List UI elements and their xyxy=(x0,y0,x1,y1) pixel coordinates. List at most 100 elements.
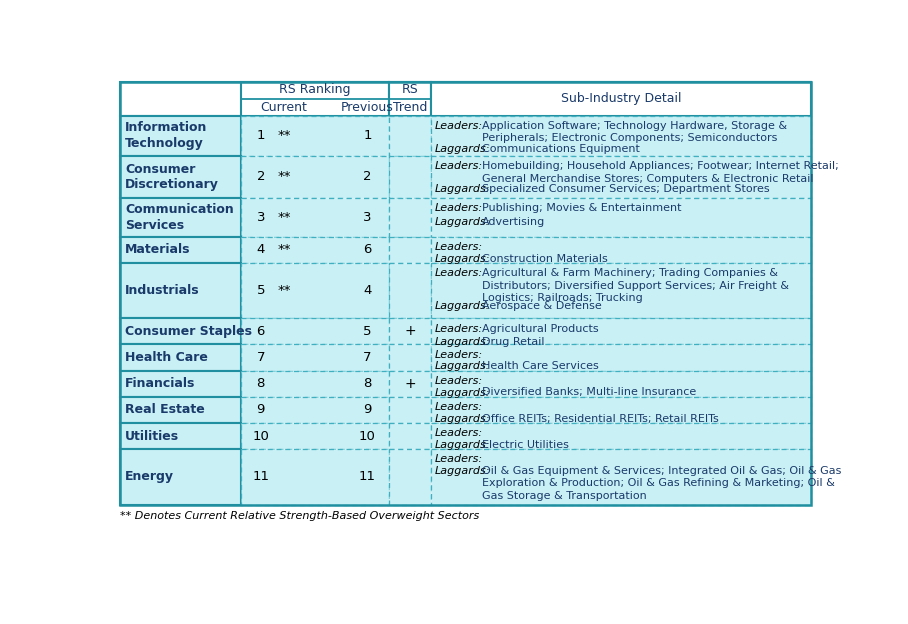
Text: 11: 11 xyxy=(359,470,376,484)
Text: Trend: Trend xyxy=(393,100,427,114)
Text: Application Software; Technology Hardware, Storage &
Peripherals; Electronic Com: Application Software; Technology Hardwar… xyxy=(481,121,786,144)
Text: Publishing; Movies & Entertainment: Publishing; Movies & Entertainment xyxy=(481,203,681,213)
Bar xyxy=(242,449,389,505)
Text: Industrials: Industrials xyxy=(125,284,200,297)
Text: 9: 9 xyxy=(363,403,371,416)
Text: Utilities: Utilities xyxy=(125,429,179,442)
Text: 8: 8 xyxy=(257,377,265,390)
Bar xyxy=(431,449,811,505)
Bar xyxy=(389,397,431,423)
Text: Leaders:: Leaders: xyxy=(435,350,483,360)
Text: Financials: Financials xyxy=(125,377,195,390)
Text: 10: 10 xyxy=(359,429,376,442)
Bar xyxy=(120,371,242,397)
Bar xyxy=(431,156,811,198)
Bar xyxy=(431,371,811,397)
Bar xyxy=(120,397,242,423)
Text: 9: 9 xyxy=(257,403,265,416)
Bar xyxy=(242,198,389,236)
Text: Real Estate: Real Estate xyxy=(125,403,205,416)
Text: **: ** xyxy=(277,170,291,183)
Bar xyxy=(431,318,811,344)
Text: 3: 3 xyxy=(256,211,265,224)
Text: 3: 3 xyxy=(363,211,371,224)
Bar xyxy=(120,449,242,505)
Bar xyxy=(389,344,431,371)
Text: Laggards:: Laggards: xyxy=(435,301,490,311)
Text: **: ** xyxy=(277,211,291,224)
Text: 1: 1 xyxy=(256,129,265,142)
Bar xyxy=(120,423,242,449)
Text: Drug Retail: Drug Retail xyxy=(481,337,544,347)
Text: Leaders:: Leaders: xyxy=(435,268,483,278)
Text: Laggards:: Laggards: xyxy=(435,337,490,347)
Bar xyxy=(242,236,389,263)
Text: Electric Utilities: Electric Utilities xyxy=(481,440,568,450)
Bar xyxy=(120,344,242,371)
Bar xyxy=(242,115,389,156)
Text: Diversified Banks; Multi-line Insurance: Diversified Banks; Multi-line Insurance xyxy=(481,388,696,397)
Bar xyxy=(120,198,242,236)
Text: Laggards:: Laggards: xyxy=(435,217,490,227)
Text: Leaders:: Leaders: xyxy=(435,242,483,252)
Bar xyxy=(431,263,811,318)
Bar xyxy=(120,236,242,263)
Bar xyxy=(389,82,431,115)
Bar xyxy=(120,82,811,505)
Text: Laggards:: Laggards: xyxy=(435,440,490,450)
Bar xyxy=(389,263,431,318)
Text: Advertising: Advertising xyxy=(481,217,545,227)
Text: Previous: Previous xyxy=(340,100,394,114)
Bar xyxy=(431,115,811,156)
Text: Laggards:: Laggards: xyxy=(435,466,490,476)
Text: **: ** xyxy=(277,243,291,256)
Text: 4: 4 xyxy=(257,243,265,256)
Text: Leaders:: Leaders: xyxy=(435,376,483,386)
Text: Aerospace & Defense: Aerospace & Defense xyxy=(481,301,601,311)
Text: 4: 4 xyxy=(363,284,371,297)
Text: Laggards:: Laggards: xyxy=(435,253,490,263)
Text: Leaders:: Leaders: xyxy=(435,161,483,171)
Bar xyxy=(242,423,389,449)
Text: +: + xyxy=(404,377,416,391)
Text: Leaders:: Leaders: xyxy=(435,454,483,464)
Text: Laggards:: Laggards: xyxy=(435,388,490,397)
Text: Information
Technology: Information Technology xyxy=(125,122,208,150)
Text: 7: 7 xyxy=(256,351,265,364)
Bar xyxy=(242,344,389,371)
Text: Homebuilding; Household Appliances; Footwear; Internet Retail;
General Merchandi: Homebuilding; Household Appliances; Foot… xyxy=(481,161,838,183)
Text: Leaders:: Leaders: xyxy=(435,121,483,131)
Text: Communication
Services: Communication Services xyxy=(125,203,234,232)
Text: 5: 5 xyxy=(363,324,371,338)
Bar xyxy=(120,115,242,156)
Text: Laggards:: Laggards: xyxy=(435,361,490,371)
Text: 6: 6 xyxy=(363,243,371,256)
Text: Consumer
Discretionary: Consumer Discretionary xyxy=(125,163,219,191)
Bar xyxy=(431,236,811,263)
Bar xyxy=(389,371,431,397)
Bar xyxy=(242,156,389,198)
Text: **: ** xyxy=(277,284,291,297)
Bar xyxy=(431,82,811,115)
Bar xyxy=(242,263,389,318)
Text: Agricultural Products: Agricultural Products xyxy=(481,324,598,334)
Text: 5: 5 xyxy=(256,284,265,297)
Text: Sub-Industry Detail: Sub-Industry Detail xyxy=(561,92,681,105)
Bar xyxy=(389,423,431,449)
Bar xyxy=(431,198,811,236)
Text: Health Care Services: Health Care Services xyxy=(481,361,598,371)
Text: Health Care: Health Care xyxy=(125,351,208,364)
Bar xyxy=(120,263,242,318)
Bar xyxy=(431,423,811,449)
Text: 2: 2 xyxy=(363,170,371,183)
Bar xyxy=(431,397,811,423)
Bar xyxy=(242,397,389,423)
Text: Communications Equipment: Communications Equipment xyxy=(481,144,639,154)
Bar xyxy=(389,115,431,156)
Text: Leaders:: Leaders: xyxy=(435,402,483,412)
Bar xyxy=(120,82,811,115)
Bar xyxy=(389,318,431,344)
Bar xyxy=(242,318,389,344)
Bar xyxy=(242,371,389,397)
Text: +: + xyxy=(404,324,416,338)
